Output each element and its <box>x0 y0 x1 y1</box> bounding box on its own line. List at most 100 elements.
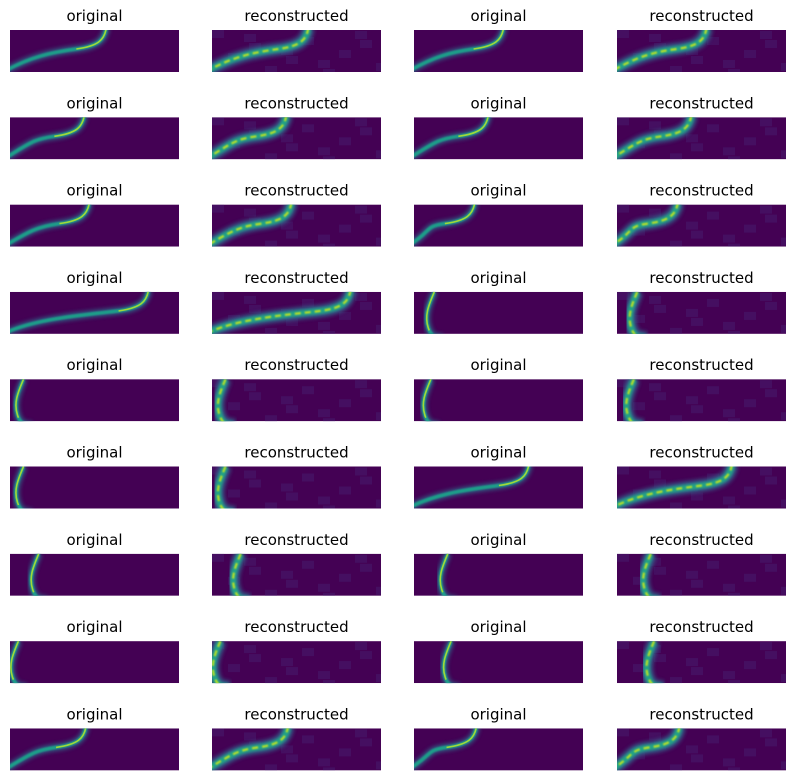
noise <box>244 295 256 304</box>
image <box>414 553 583 596</box>
noise <box>686 308 698 317</box>
noise <box>617 553 629 562</box>
noise <box>781 150 786 159</box>
image <box>617 466 786 509</box>
noise <box>707 735 719 744</box>
panel: original <box>414 269 583 334</box>
image <box>10 291 179 334</box>
noise <box>728 592 740 596</box>
noise <box>686 658 698 667</box>
noise <box>765 389 777 398</box>
image <box>414 291 583 334</box>
noise <box>323 592 335 596</box>
noise <box>707 386 719 395</box>
image <box>10 30 179 72</box>
noise <box>376 324 381 333</box>
noise <box>265 589 277 596</box>
noise <box>760 31 772 39</box>
image <box>414 379 583 422</box>
panel-title: original <box>66 269 122 287</box>
image <box>617 641 786 684</box>
image-bg <box>414 379 583 422</box>
noise <box>318 583 330 592</box>
panel: reconstructed <box>212 7 381 72</box>
noise <box>744 399 756 408</box>
noise <box>728 156 740 160</box>
noise <box>265 240 277 247</box>
curve-core <box>617 204 679 244</box>
noise <box>339 573 351 582</box>
noise <box>649 34 661 42</box>
noise <box>318 147 330 156</box>
panel-title: original <box>470 356 526 374</box>
noise <box>744 137 756 146</box>
panel: reconstructed <box>212 182 381 247</box>
noise <box>670 764 682 771</box>
curve-core <box>414 728 477 767</box>
noise <box>339 311 351 320</box>
noise <box>723 234 735 243</box>
image <box>414 728 583 771</box>
panel: reconstructed <box>617 269 786 334</box>
panel: reconstructed <box>212 618 381 684</box>
noise <box>744 661 756 670</box>
panel-title: original <box>470 94 526 112</box>
image-bg <box>212 466 381 509</box>
noise <box>265 677 277 684</box>
noise <box>355 380 367 389</box>
image-bg <box>10 466 179 509</box>
noise <box>376 674 381 683</box>
curve-core <box>10 728 87 768</box>
noise <box>302 298 314 307</box>
noise <box>760 642 772 651</box>
noise <box>228 489 240 498</box>
panel-title: original <box>66 356 122 374</box>
noise <box>728 418 740 422</box>
noise <box>670 415 682 422</box>
image <box>414 204 583 247</box>
noise <box>765 476 777 485</box>
image <box>617 204 786 247</box>
noise <box>286 579 298 588</box>
noise <box>339 748 351 757</box>
noise <box>339 137 351 146</box>
noise <box>617 728 629 737</box>
noise <box>633 402 645 411</box>
panel-title: original <box>66 7 122 25</box>
noise <box>318 496 330 505</box>
image <box>617 291 786 334</box>
panel: reconstructed <box>617 182 786 247</box>
image <box>212 728 381 771</box>
noise <box>654 654 666 663</box>
panel: original <box>414 444 583 509</box>
noise <box>339 50 351 58</box>
curve-core <box>617 30 708 70</box>
noise <box>617 641 629 650</box>
noise <box>670 66 682 72</box>
noise <box>707 124 719 133</box>
noise <box>617 379 629 388</box>
panel-title: reconstructed <box>244 356 348 374</box>
panel-title: original <box>470 531 526 549</box>
image-bg <box>414 641 583 684</box>
noise <box>286 754 298 763</box>
curve-core <box>442 641 452 684</box>
noise <box>707 560 719 569</box>
noise <box>760 380 772 389</box>
noise <box>781 412 786 421</box>
panel-title: original <box>66 531 122 549</box>
noise <box>302 124 314 133</box>
noise <box>781 586 786 595</box>
panel: reconstructed <box>617 531 786 596</box>
noise <box>212 204 224 213</box>
panel: reconstructed <box>617 444 786 509</box>
noise <box>744 311 756 320</box>
curve-core <box>212 291 352 333</box>
noise <box>323 680 335 684</box>
noise <box>286 143 298 152</box>
noise <box>765 651 777 660</box>
noise <box>781 237 786 246</box>
noise <box>649 732 661 741</box>
noise <box>649 383 661 392</box>
noise <box>707 298 719 307</box>
